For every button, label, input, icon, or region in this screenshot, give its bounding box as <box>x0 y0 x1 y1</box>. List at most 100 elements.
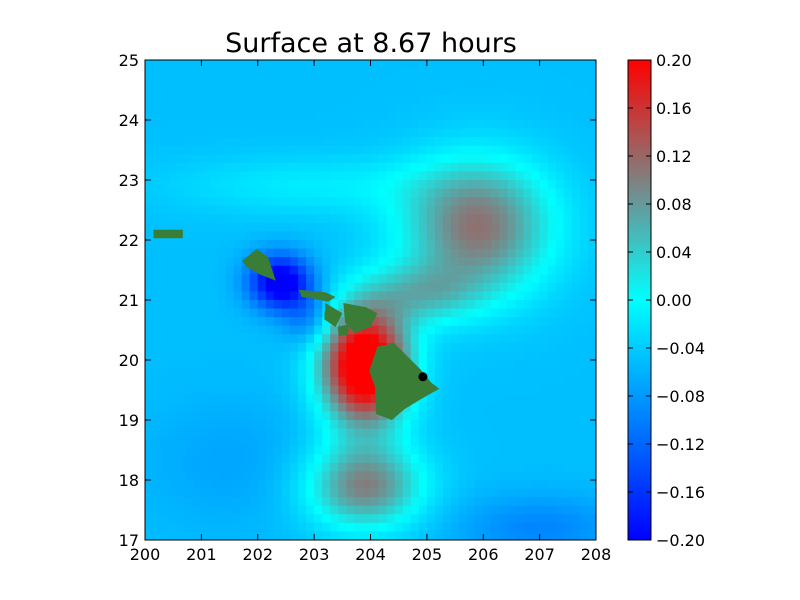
field-cell <box>515 368 525 378</box>
field-cell <box>515 514 525 524</box>
field-cell <box>330 68 339 78</box>
field-cell <box>273 197 283 207</box>
field-cell <box>370 514 380 524</box>
field-cell <box>499 505 509 515</box>
field-cell <box>362 282 372 293</box>
field-cell <box>499 154 509 164</box>
field-cell <box>298 497 307 507</box>
field-cell <box>507 205 517 215</box>
field-cell <box>322 274 331 284</box>
field-cell <box>426 282 436 293</box>
field-cell <box>442 325 452 335</box>
field-cell <box>467 308 476 318</box>
field-cell <box>451 77 460 87</box>
field-cell <box>571 300 581 310</box>
field-cell <box>306 488 315 498</box>
field-cell <box>587 308 596 318</box>
field-cell <box>362 445 372 455</box>
field-cell <box>579 85 589 95</box>
field-cell <box>225 445 235 455</box>
field-cell <box>370 128 380 138</box>
field-cell <box>523 180 533 190</box>
field-cell <box>185 411 194 421</box>
colorbar-tick-label: 0.00 <box>656 291 692 310</box>
field-cell <box>281 154 291 164</box>
field-cell <box>434 402 444 413</box>
field-cell <box>161 531 170 540</box>
field-cell <box>442 377 452 387</box>
field-cell <box>515 205 525 215</box>
field-cell <box>547 282 557 293</box>
field-cell <box>418 420 428 430</box>
field-cell <box>169 522 178 533</box>
field-cell <box>201 102 211 113</box>
field-cell <box>362 300 372 310</box>
field-cell <box>491 265 500 275</box>
field-cell <box>587 368 596 378</box>
field-cell <box>426 60 436 70</box>
field-cell <box>402 531 412 540</box>
field-cell <box>265 454 275 464</box>
field-cell <box>378 420 388 430</box>
field-cell <box>330 128 339 138</box>
field-cell <box>185 505 194 515</box>
field-cell <box>330 171 339 181</box>
field-cell <box>434 308 444 318</box>
field-cell <box>483 120 492 130</box>
field-cell <box>555 437 565 447</box>
field-cell <box>298 317 307 327</box>
field-cell <box>314 154 323 164</box>
field-cell <box>338 145 347 155</box>
field-cell <box>475 428 484 438</box>
field-cell <box>451 402 460 413</box>
field-cell <box>370 265 380 275</box>
field-cell <box>314 85 323 95</box>
field-cell <box>289 334 299 344</box>
field-cell <box>370 188 380 198</box>
field-cell <box>153 385 162 395</box>
field-cell <box>330 274 339 284</box>
field-cell <box>442 257 452 267</box>
field-cell <box>169 68 178 78</box>
field-cell <box>346 291 355 301</box>
field-cell <box>306 205 315 215</box>
field-cell <box>418 265 428 275</box>
field-cell <box>217 377 227 387</box>
field-cell <box>507 257 517 267</box>
field-cell <box>346 480 355 490</box>
field-cell <box>241 120 251 130</box>
field-cell <box>338 300 347 310</box>
field-cell <box>434 162 444 173</box>
field-cell <box>193 351 202 361</box>
field-cell <box>257 180 267 190</box>
field-cell <box>273 522 283 533</box>
field-cell <box>386 462 396 473</box>
field-cell <box>257 274 267 284</box>
field-cell <box>547 128 557 138</box>
field-cell <box>185 111 194 121</box>
field-cell <box>185 171 194 181</box>
field-cell <box>475 420 484 430</box>
field-cell <box>241 68 251 78</box>
field-cell <box>386 420 396 430</box>
field-cell <box>563 437 573 447</box>
field-cell <box>515 85 525 95</box>
field-cell <box>467 351 476 361</box>
field-cell <box>241 171 251 181</box>
field-cell <box>314 531 323 540</box>
field-cell <box>225 317 235 327</box>
field-cell <box>217 402 227 413</box>
field-cell <box>579 480 589 490</box>
field-cell <box>249 454 259 464</box>
field-cell <box>145 402 154 413</box>
field-cell <box>378 445 388 455</box>
field-cell <box>209 171 219 181</box>
field-cell <box>539 522 549 533</box>
field-cell <box>225 214 235 224</box>
field-cell <box>442 77 452 87</box>
field-cell <box>201 94 211 104</box>
field-cell <box>354 205 364 215</box>
field-cell <box>209 214 219 224</box>
field-cell <box>459 342 468 353</box>
field-cell <box>354 488 364 498</box>
